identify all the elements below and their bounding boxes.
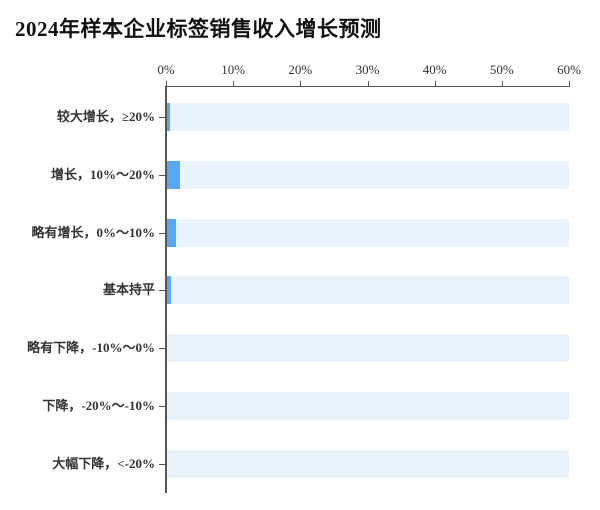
x-tick-label: 30% xyxy=(355,62,380,77)
bar xyxy=(167,160,180,189)
category-label: 略有下降，-10%～0% xyxy=(27,340,155,356)
bar-track xyxy=(167,449,569,478)
x-tick xyxy=(233,80,235,86)
bar-track xyxy=(167,392,569,420)
bar-track xyxy=(167,218,569,247)
y-tick xyxy=(159,232,165,234)
y-tick xyxy=(159,290,165,292)
bar xyxy=(167,103,170,131)
category-label: 略有增长，0%～10% xyxy=(31,224,155,240)
x-tick xyxy=(367,80,369,86)
x-tick-label: 40% xyxy=(422,62,447,77)
y-tick xyxy=(159,117,165,118)
x-tick xyxy=(300,80,302,86)
y-tick xyxy=(159,406,165,407)
x-tick-label: 10% xyxy=(221,62,246,77)
y-axis-line xyxy=(165,85,167,493)
bar xyxy=(167,218,176,247)
x-tick-label: 20% xyxy=(288,62,313,77)
category-label: 较大增长，≥20% xyxy=(56,109,155,124)
x-tick xyxy=(569,80,570,86)
y-tick xyxy=(159,348,165,350)
category-label: 基本持平 xyxy=(102,282,155,298)
bar-track xyxy=(167,160,569,189)
x-tick xyxy=(166,80,167,86)
x-tick-label: 0% xyxy=(157,62,175,77)
category-label: 增长，10%～20% xyxy=(50,166,155,182)
x-tick-label: 60% xyxy=(557,62,581,77)
bar-track xyxy=(167,334,569,363)
bar xyxy=(167,276,172,305)
bar-track xyxy=(167,103,569,131)
bar-track xyxy=(167,276,569,305)
y-tick xyxy=(159,463,165,465)
x-tick xyxy=(434,80,436,86)
category-label: 大幅下降，<-20% xyxy=(52,455,155,471)
x-axis-line xyxy=(166,85,570,87)
y-tick xyxy=(159,174,165,176)
category-label: 下降，-20%～-10% xyxy=(42,398,155,413)
chart-title: 2024年样本企业标签销售收入增长预测 xyxy=(15,17,382,41)
x-tick-label: 50% xyxy=(489,62,514,77)
x-tick xyxy=(501,80,503,86)
